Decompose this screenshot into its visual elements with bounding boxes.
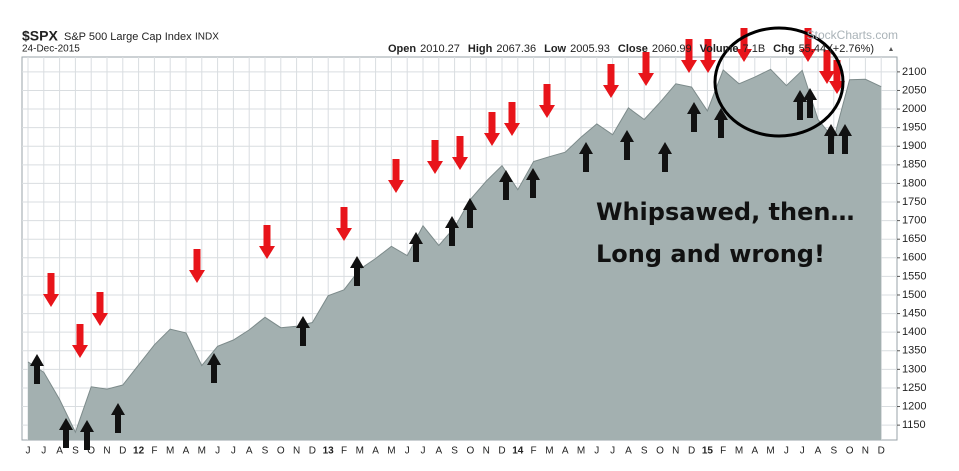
x-tick-label: 14 (512, 446, 524, 457)
y-tick-label: 1200 (902, 400, 926, 412)
quote-label: High (468, 43, 493, 55)
y-tick-label: 1500 (902, 289, 926, 301)
y-tick-label: 2050 (902, 84, 926, 96)
x-tick-label: M (577, 446, 585, 457)
y-tick-label: 1800 (902, 177, 926, 189)
x-tick-label: A (625, 446, 632, 457)
x-tick-label: S (830, 446, 837, 457)
y-tick-label: 1350 (902, 345, 926, 357)
y-tick-label: 1850 (902, 159, 926, 171)
x-tick-label: A (435, 446, 442, 457)
quote-value: 2010.27 (420, 43, 460, 55)
x-tick-label: M (166, 446, 174, 457)
x-tick-label: D (119, 446, 126, 457)
x-tick-label: N (293, 446, 300, 457)
x-tick-label: M (387, 446, 395, 457)
x-tick-label: O (87, 446, 95, 457)
x-tick-label: F (720, 446, 726, 457)
x-tick-label: J (405, 446, 410, 457)
x-tick-label: D (878, 446, 885, 457)
y-tick-label: 1900 (902, 140, 926, 152)
y-tick-label: 2000 (902, 103, 926, 115)
x-tick-label: 12 (133, 446, 145, 457)
x-tick-label: S (641, 446, 648, 457)
annotation: Whipsawed, then… (596, 198, 854, 226)
y-tick-label: 1750 (902, 196, 926, 208)
y-tick-label: 1600 (902, 252, 926, 264)
x-tick-label: M (545, 446, 553, 457)
x-tick-label: D (498, 446, 505, 457)
signal-arrows (30, 26, 852, 450)
x-tick-label: J (610, 446, 615, 457)
x-tick-label: F (151, 446, 157, 457)
x-tick-label: N (103, 446, 110, 457)
y-tick-label: 1700 (902, 215, 926, 227)
quote-label: Volume (700, 43, 739, 55)
symbol: $SPX (22, 28, 58, 44)
x-tick-label: J (41, 446, 46, 457)
x-tick-label: A (562, 446, 569, 457)
x-tick-label: D (688, 446, 695, 457)
index-name: S&P 500 Large Cap Index (64, 31, 192, 43)
y-tick-label: 2100 (902, 66, 926, 78)
watermark: StockCharts.com (807, 28, 898, 42)
x-tick-label: A (751, 446, 758, 457)
quote-value: 2060.99 (652, 43, 692, 55)
x-tick-label: A (372, 446, 379, 457)
y-tick-label: 1550 (902, 270, 926, 282)
quote-label: Low (544, 43, 566, 55)
y-tick-label: 1950 (902, 122, 926, 134)
x-tick-label: A (56, 446, 63, 457)
y-tick-label: 1300 (902, 363, 926, 375)
x-tick-label: N (672, 446, 679, 457)
x-tick-label: N (483, 446, 490, 457)
quote-marker (889, 47, 893, 51)
x-tick-label: S (451, 446, 458, 457)
x-tick-label: M (198, 446, 206, 457)
x-tick-label: A (246, 446, 253, 457)
y-tick-label: 1450 (902, 307, 926, 319)
y-tick-label: 1250 (902, 382, 926, 394)
quote-value: 7.1B (743, 43, 766, 55)
x-tick-label: J (800, 446, 805, 457)
x-tick-label: M (735, 446, 743, 457)
x-tick-label: N (862, 446, 869, 457)
x-tick-label: D (309, 446, 316, 457)
date: 24-Dec-2015 (22, 44, 80, 55)
x-tick-label: A (183, 446, 190, 457)
quote-line: Open 2010.27 High 2067.36 Low 2005.93 Close 206… (388, 43, 874, 55)
x-tick-label: 13 (323, 446, 335, 457)
x-tick-label: M (766, 446, 774, 457)
quote-label: Close (618, 43, 648, 55)
x-tick-label: 15 (702, 446, 714, 457)
x-tick-label: J (215, 446, 220, 457)
x-tick-label: O (846, 446, 854, 457)
x-tick-label: J (26, 446, 31, 457)
x-tick-label: A (815, 446, 822, 457)
x-tick-label: F (531, 446, 537, 457)
quote-label: Chg (773, 43, 794, 55)
quote-value: 2005.93 (570, 43, 610, 55)
x-tick-label: S (72, 446, 79, 457)
quote-label: Open (388, 43, 416, 55)
x-tick-label: O (467, 446, 475, 457)
x-tick-label: J (784, 446, 789, 457)
x-tick-label: M (356, 446, 364, 457)
x-tick-label: J (421, 446, 426, 457)
y-tick-label: 1400 (902, 326, 926, 338)
quote-value: 55.44 (+2.76%) (799, 43, 875, 55)
annotation: Long and wrong! (596, 240, 825, 268)
x-tick-label: S (262, 446, 269, 457)
x-tick-label: O (277, 446, 285, 457)
y-tick-label: 1150 (902, 419, 926, 431)
x-tick-label: O (656, 446, 664, 457)
x-tick-label: J (231, 446, 236, 457)
exchange: INDX (195, 32, 219, 43)
y-tick-label: 1650 (902, 233, 926, 245)
x-tick-label: J (594, 446, 599, 457)
quote-value: 2067.36 (496, 43, 536, 55)
x-tick-label: F (341, 446, 347, 457)
